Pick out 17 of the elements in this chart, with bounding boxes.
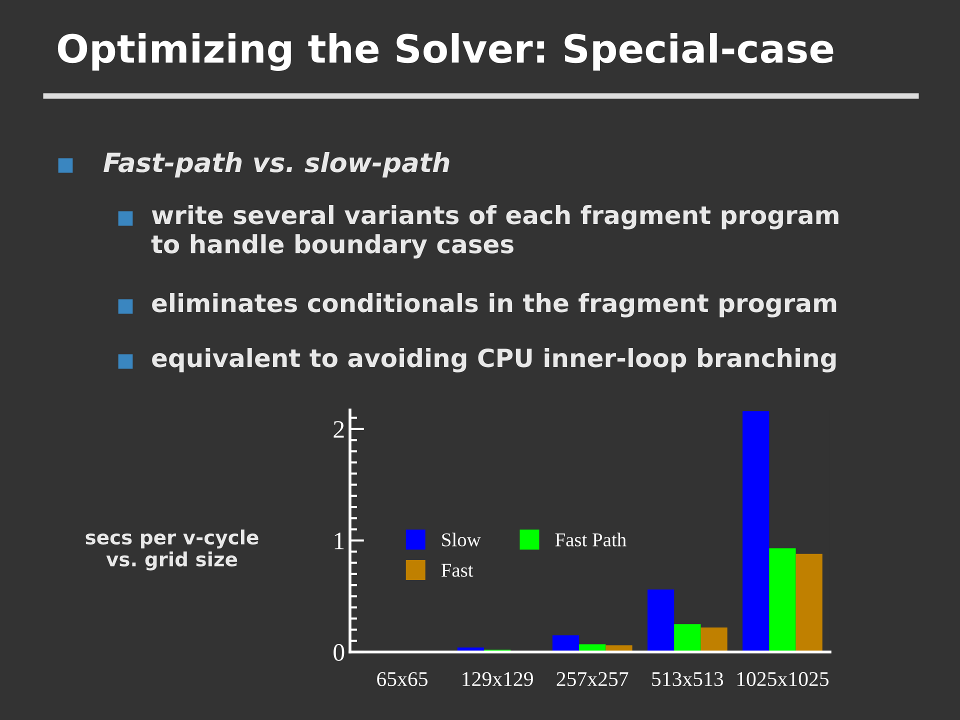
chart-title: Optimizing the Solver: Special-case (58, 33, 834, 71)
x-tick-label: 1025x1025 (737, 672, 829, 686)
text: equivalent to avoiding CPU inner-loop branching (152, 348, 836, 372)
legend-label: Slow (442, 532, 481, 546)
text: eliminates conditionals in the fragment program (152, 293, 836, 318)
legend-label: Fast (441, 564, 474, 577)
y-tick-label: 2 (334, 421, 344, 438)
text: write several variants of each fragment program to handle boundary cases (151, 205, 838, 259)
text: Fast-path vs. slow-path (104, 152, 450, 178)
legend-label: Fast Path (555, 532, 626, 546)
y-tick-label: 1 (334, 532, 344, 550)
x-tick-label: 257x257 (556, 672, 628, 686)
y-tick-label: 0 (334, 644, 344, 661)
text: secs per v-cycle vs. grid size (86, 530, 258, 570)
x-tick-label: 65x65 (377, 672, 428, 686)
x-tick-label: 513x513 (652, 672, 724, 686)
x-tick-label: 129x129 (462, 672, 533, 686)
